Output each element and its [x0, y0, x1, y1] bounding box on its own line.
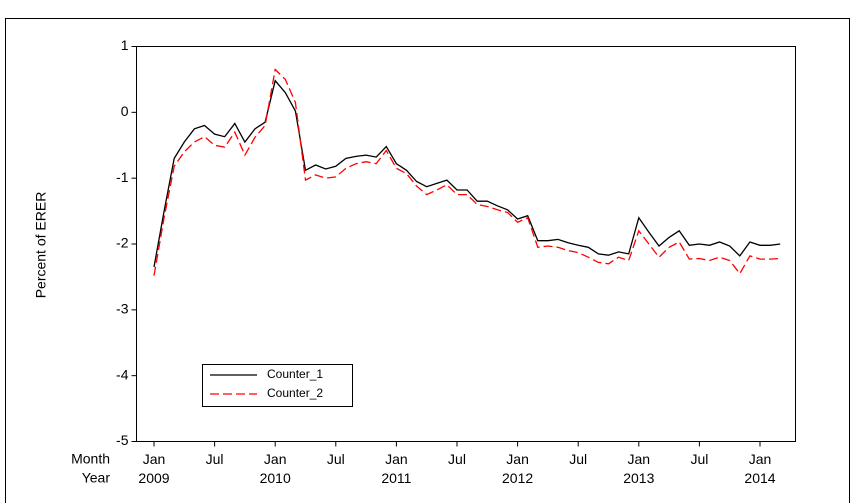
- y-tick-label: -5: [116, 432, 129, 448]
- x-year-label: 2011: [381, 470, 411, 486]
- x-tick-label: Jul: [690, 451, 708, 467]
- y-tick-label: -3: [116, 301, 129, 317]
- x-tick-label: Jan: [749, 451, 772, 467]
- x-row-label: Month: [71, 451, 110, 467]
- legend-label: Counter_2: [267, 386, 323, 400]
- x-year-label: 2009: [138, 470, 169, 486]
- x-tick-label: Jan: [628, 451, 651, 467]
- legend-box: [202, 364, 353, 407]
- legend-label: Counter_1: [267, 367, 323, 381]
- x-tick-label: Jul: [448, 451, 466, 467]
- x-tick-label: Jan: [385, 451, 408, 467]
- x-row-label: Year: [82, 470, 111, 486]
- y-tick-label: 0: [121, 103, 129, 119]
- x-year-label: 2013: [623, 470, 654, 486]
- x-tick-label: Jul: [569, 451, 587, 467]
- y-tick-label: -2: [116, 235, 129, 251]
- x-year-label: 2012: [502, 470, 533, 486]
- x-tick-label: Jan: [506, 451, 529, 467]
- x-tick-label: Jul: [327, 451, 345, 467]
- y-tick-label: -4: [116, 366, 129, 382]
- series-line: [153, 68, 781, 276]
- series-line: [153, 79, 781, 268]
- x-year-label: 2014: [744, 470, 775, 486]
- x-year-label: 2010: [260, 470, 291, 486]
- x-tick-label: Jan: [143, 451, 166, 467]
- frame: [5, 18, 850, 503]
- x-tick-label: Jan: [264, 451, 287, 467]
- x-tick-label: Jul: [206, 451, 224, 467]
- y-axis-label: Percent of ERER: [33, 192, 49, 299]
- y-tick-label: -1: [116, 169, 129, 185]
- y-tick-label: 1: [121, 37, 129, 53]
